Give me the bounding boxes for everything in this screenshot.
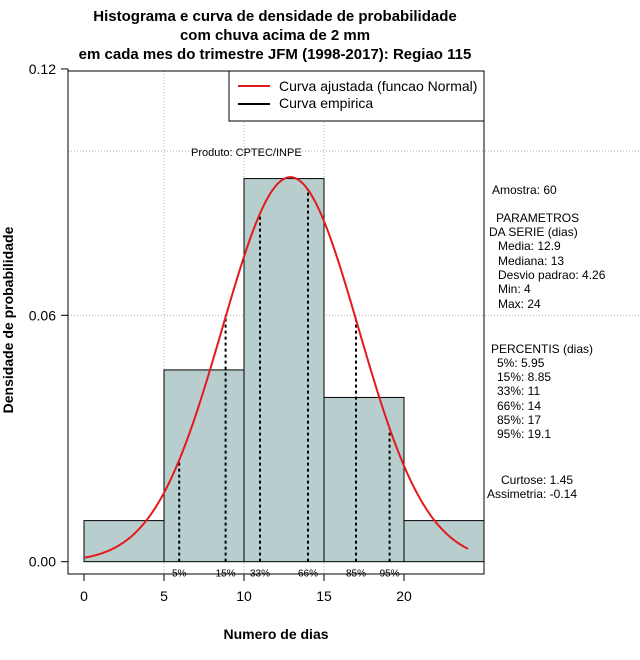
stat-p5: 5%: 5.95	[497, 356, 545, 370]
x-axis-label: Numero de dias	[223, 626, 328, 642]
legend-label-fit: Curva ajustada (funcao Normal)	[279, 78, 477, 94]
x-tick-label: 10	[236, 588, 252, 604]
x-tick-label: 20	[396, 588, 412, 604]
percentile-lines	[178, 189, 391, 562]
chart-title-line-1: Histograma e curva de densidade de proba…	[93, 8, 456, 25]
histogram-bar-5	[403, 520, 485, 563]
statistics-panel: Amostra: 60 PARAMETROS DA SERIE (dias) M…	[487, 183, 606, 501]
stat-parametros-subtitle: DA SERIE (dias)	[489, 225, 578, 239]
y-tick-label: 0.12	[29, 61, 56, 77]
stat-curtose: Curtose: 1.45	[501, 473, 573, 487]
y-axis: 0.00 0.06 0.12	[29, 61, 69, 570]
normal-curve-path	[83, 176, 469, 559]
stat-p33: 33%: 11	[497, 384, 540, 398]
chart-title-line-3: em cada mes do trimestre JFM (1998-2017)…	[79, 46, 472, 63]
stat-p85: 85%: 17	[497, 413, 541, 427]
legend-box	[228, 70, 485, 122]
legend-label-empirical: Curva empirica	[279, 95, 373, 111]
histogram-bar-4	[323, 396, 405, 563]
stat-p66: 66%: 14	[497, 399, 541, 413]
normal-fit-curve	[83, 176, 469, 559]
y-tick-label: 0.00	[29, 554, 56, 570]
product-annotation: Produto: CPTEC/INPE	[191, 147, 302, 159]
stat-desvio: Desvio padrao: 4.26	[498, 268, 606, 282]
stat-min: Min: 4	[498, 282, 531, 296]
stat-p95: 95%: 19.1	[497, 427, 551, 441]
legend: Curva ajustada (funcao Normal) Curva emp…	[228, 70, 485, 122]
stat-amostra: Amostra: 60	[492, 183, 557, 197]
histogram-bar-3	[243, 178, 325, 563]
stat-media: Media: 12.9	[498, 239, 561, 253]
y-axis-label: Densidade de probabilidade	[0, 226, 16, 413]
stat-parametros-title: PARAMETROS	[496, 211, 579, 225]
x-tick-label: 5	[160, 588, 168, 604]
stat-p15: 15%: 8.85	[497, 370, 551, 384]
x-tick-label: 0	[80, 588, 88, 604]
stat-percentis-title: PERCENTIS (dias)	[491, 342, 593, 356]
stat-max: Max: 24	[498, 297, 541, 311]
y-tick-label: 0.06	[29, 307, 56, 323]
stat-assimetria: Assimetria: -0.14	[487, 487, 577, 501]
chart-title-line-2: com chuva acima de 2 mm	[180, 27, 370, 44]
stat-mediana: Mediana: 13	[498, 254, 564, 268]
x-axis: 0 5 10 15 20	[80, 573, 412, 604]
x-tick-label: 15	[316, 588, 332, 604]
